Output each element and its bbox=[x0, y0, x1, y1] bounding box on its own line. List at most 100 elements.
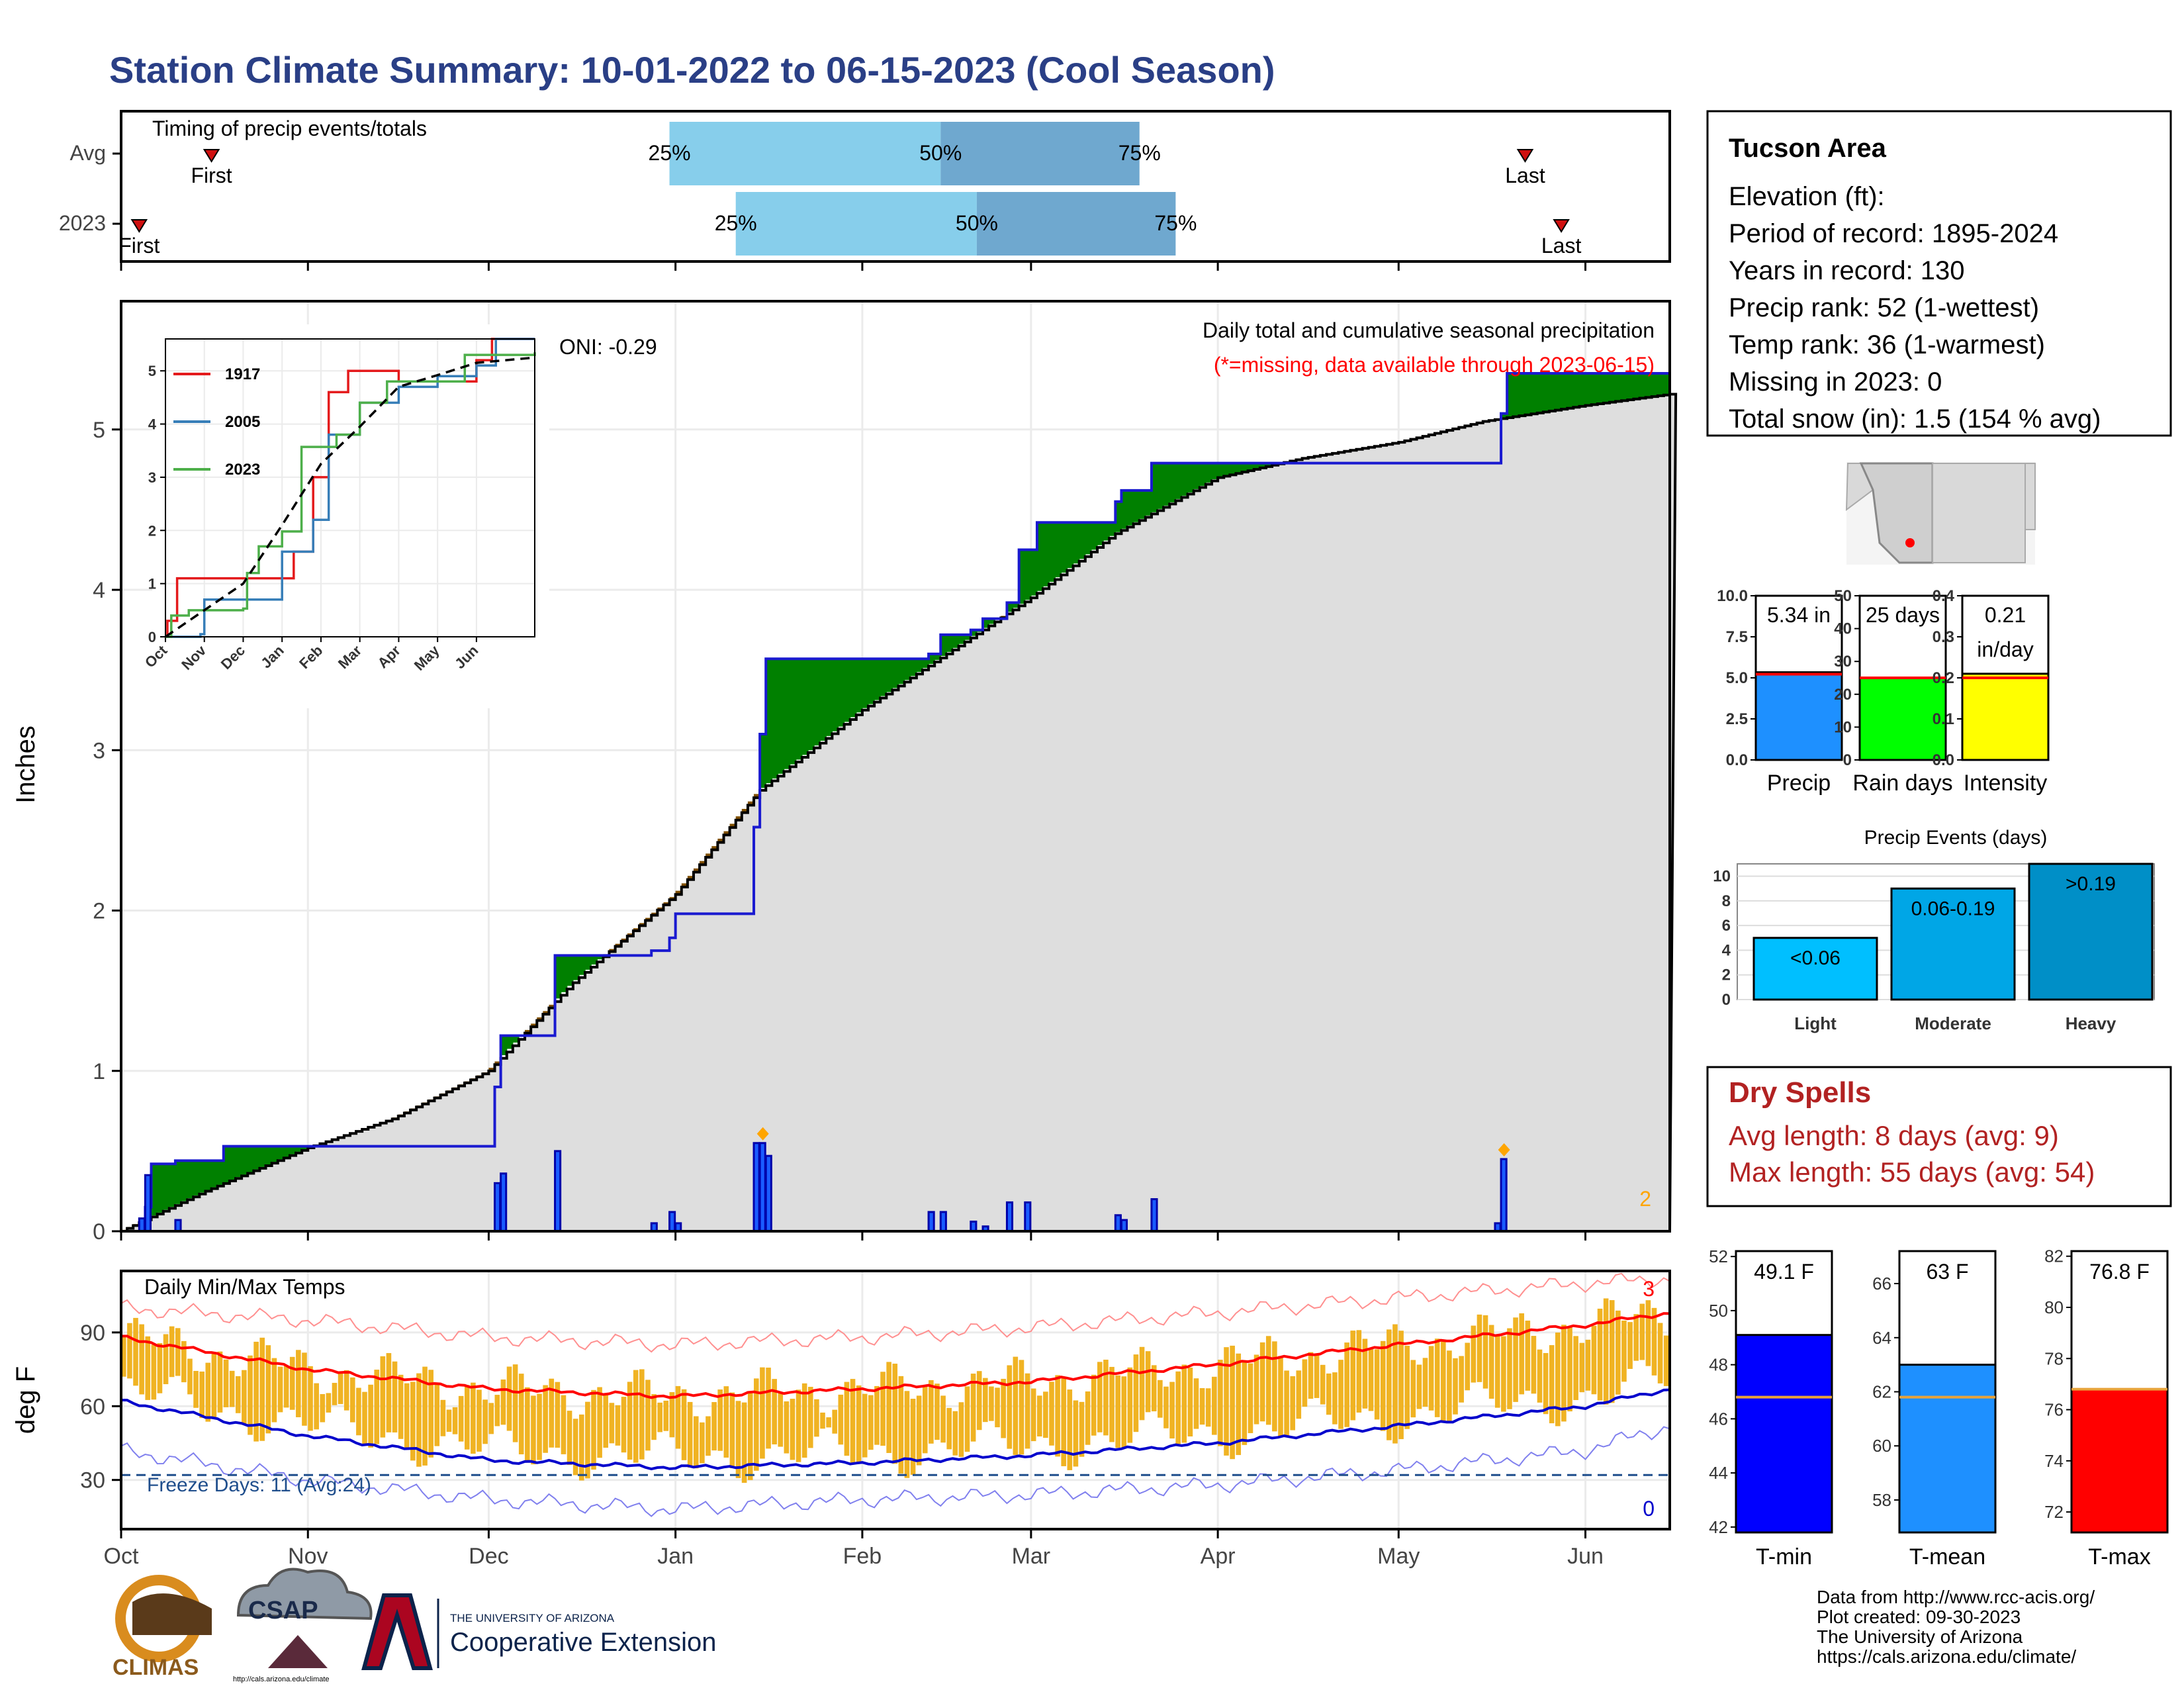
precip-frame bbox=[120, 300, 1671, 1233]
precip-above-avg-area bbox=[1061, 522, 1068, 573]
temp-daily-bar bbox=[1061, 1378, 1066, 1466]
temp-daily-bar bbox=[741, 1402, 747, 1483]
temp-daily-bar bbox=[500, 1379, 506, 1425]
precip-events-title: Precip Events (days) bbox=[1864, 827, 2048, 849]
timing-last-label-1: Last bbox=[1541, 234, 1582, 258]
temp-daily-bar bbox=[1248, 1363, 1253, 1434]
precip-above-avg-area bbox=[1519, 373, 1526, 416]
temp-daily-bar bbox=[1374, 1349, 1380, 1420]
inset-legend-label-1917: 1917 bbox=[225, 365, 260, 383]
precip-y-tick-label-0: 0 bbox=[93, 1219, 105, 1244]
temp-daily-bar bbox=[597, 1387, 602, 1458]
precip-above-avg-area bbox=[1573, 373, 1580, 407]
timing-p75-label-0: 75% bbox=[1118, 141, 1161, 165]
temp-daily-bar bbox=[1453, 1358, 1458, 1415]
precip-above-avg-area bbox=[283, 1146, 291, 1157]
precip-above-avg-area bbox=[844, 659, 851, 722]
temp-daily-bar bbox=[253, 1341, 259, 1442]
precip-above-avg-area bbox=[1639, 373, 1647, 398]
temp-daily-bar bbox=[211, 1353, 217, 1419]
page-title: Station Climate Summary: 10-01-2022 to 0… bbox=[109, 49, 1275, 91]
precip-above-avg-area bbox=[253, 1146, 261, 1170]
temp-daily-bar bbox=[1627, 1322, 1633, 1369]
timing-first-label-1: First bbox=[118, 234, 159, 258]
temp-daily-bar bbox=[1639, 1303, 1645, 1360]
dry-spells-max: Max length: 55 days (avg: 54) bbox=[1729, 1156, 2095, 1188]
temp-daily-bar bbox=[410, 1382, 416, 1461]
temp-daily-bar bbox=[283, 1365, 289, 1408]
temp-daily-bar bbox=[1290, 1376, 1295, 1430]
temp-daily-bar bbox=[1621, 1320, 1627, 1382]
precip-above-avg-area bbox=[1181, 463, 1189, 496]
temp-daily-bar bbox=[1465, 1342, 1471, 1391]
ua-a-icon bbox=[361, 1593, 433, 1670]
temp-daily-bar bbox=[1428, 1346, 1434, 1411]
temp-daily-bar bbox=[259, 1337, 265, 1441]
total-y-tick-label-1-1: 10 bbox=[1834, 718, 1852, 736]
temp-daily-bar bbox=[374, 1370, 380, 1444]
temp-daily-bar bbox=[518, 1374, 524, 1455]
temp-daily-bar bbox=[1133, 1354, 1139, 1432]
temp-daily-bar bbox=[729, 1392, 735, 1469]
temp-daily-bar bbox=[1007, 1365, 1013, 1449]
footer-line-3: The University of Arizona bbox=[1817, 1626, 2023, 1647]
temp-daily-bar bbox=[1055, 1375, 1060, 1457]
dry-spells-avg: Avg length: 8 days (avg: 9) bbox=[1729, 1120, 2059, 1151]
temp-daily-bar bbox=[1314, 1354, 1320, 1398]
temp-daily-bar bbox=[1218, 1360, 1223, 1446]
precip-daily-bar-11 bbox=[764, 1154, 772, 1233]
precip-daily-bar-9 bbox=[752, 1142, 760, 1233]
precip-above-avg-area bbox=[296, 1146, 302, 1152]
temp-daily-bar bbox=[892, 1364, 898, 1464]
temp-daily-bar bbox=[1537, 1349, 1543, 1403]
inset-plot-bg bbox=[165, 339, 535, 637]
temp-x-tick-label-8: Jun bbox=[1567, 1544, 1604, 1569]
precip-above-avg-area bbox=[1537, 373, 1544, 413]
precip-above-avg-area bbox=[500, 1035, 508, 1055]
temp-daily-bar bbox=[440, 1399, 446, 1436]
temp-daily-bar bbox=[302, 1352, 307, 1426]
temp-daily-bar bbox=[989, 1386, 994, 1421]
temp-x-tick-label-7: May bbox=[1377, 1544, 1420, 1569]
temp-daily-bar bbox=[681, 1389, 687, 1460]
precip-above-avg-area bbox=[904, 659, 911, 680]
precip-daily-bar-20 bbox=[1150, 1198, 1158, 1233]
temp-daily-bar bbox=[1615, 1310, 1621, 1395]
temp-daily-bar bbox=[976, 1371, 982, 1430]
ua-logo: THE UNIVERSITY OF ARIZONA Cooperative Ex… bbox=[361, 1593, 716, 1670]
tsum-value-label-1: 63 F bbox=[1926, 1260, 1968, 1284]
temp-daily-bar bbox=[735, 1401, 741, 1478]
precip-y-tick-label-1: 1 bbox=[93, 1059, 105, 1084]
temp-daily-bar bbox=[1416, 1364, 1422, 1409]
temp-daily-bar bbox=[760, 1367, 765, 1459]
tsum-category-label-1: T-mean bbox=[1909, 1544, 1985, 1570]
temp-daily-bar bbox=[1519, 1313, 1524, 1395]
precip-above-avg-area bbox=[1248, 463, 1255, 471]
precip-above-avg-area bbox=[1193, 463, 1201, 489]
temp-daily-bar bbox=[1320, 1364, 1326, 1405]
tsum-y-tick-label-2-4: 80 bbox=[2044, 1297, 2064, 1317]
temp-daily-bar bbox=[277, 1366, 283, 1413]
precip-above-avg-area bbox=[784, 659, 791, 769]
temp-daily-bar bbox=[663, 1400, 669, 1431]
precip-above-avg-area bbox=[983, 618, 989, 628]
temp-daily-bar bbox=[157, 1343, 163, 1393]
precip-above-avg-area bbox=[1019, 549, 1026, 604]
temp-daily-bar bbox=[561, 1395, 567, 1454]
events-category-label-1: Moderate bbox=[1915, 1013, 1991, 1033]
total-bar-Precip bbox=[1754, 671, 1843, 761]
precip-above-avg-area bbox=[964, 634, 972, 640]
temp-daily-bar bbox=[1163, 1386, 1169, 1429]
total-y-tick-label-2-4: 0.4 bbox=[1933, 587, 1955, 605]
tsum-y-tick-label-1-3: 64 bbox=[1872, 1328, 1891, 1348]
temp-daily-bar bbox=[1151, 1365, 1157, 1412]
locator-map bbox=[1845, 462, 2036, 565]
tsum-y-tick-label-0-0: 42 bbox=[1709, 1517, 1728, 1537]
temp-daily-bar bbox=[416, 1373, 422, 1467]
precip-above-avg-area bbox=[934, 653, 941, 661]
temp-daily-bar bbox=[1482, 1315, 1488, 1389]
temp-daily-bar bbox=[1380, 1340, 1386, 1431]
total-y-tick-label-0-1: 2.5 bbox=[1726, 710, 1748, 728]
precip-above-avg-area bbox=[1591, 373, 1598, 404]
temp-daily-bar bbox=[940, 1395, 946, 1443]
